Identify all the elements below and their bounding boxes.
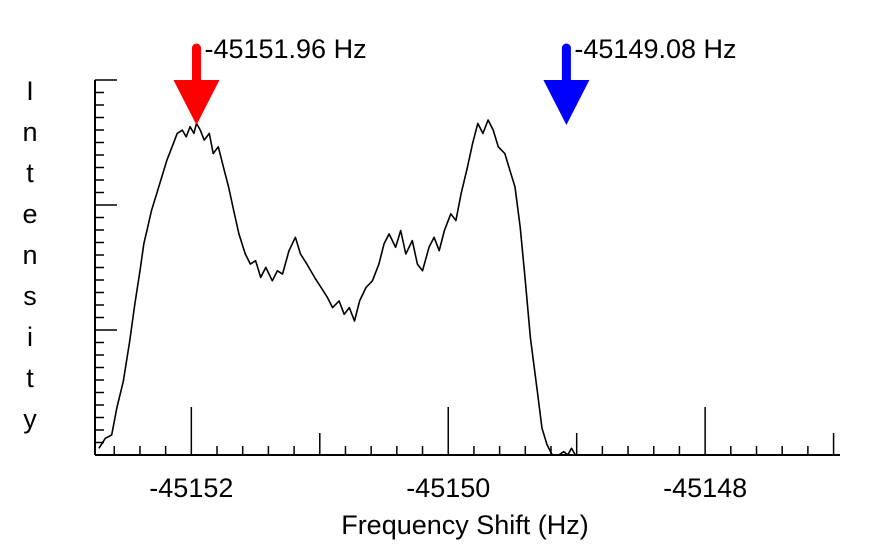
- y-axis-title-letter: n: [22, 117, 37, 147]
- peak-arrow-head: [543, 80, 590, 125]
- y-axis-title-letter: s: [23, 281, 37, 311]
- x-axis-title: Frequency Shift (Hz): [341, 510, 589, 540]
- x-tick-label: -45152: [149, 473, 233, 503]
- peak-annotations: -45151.96 Hz -45149.08 Hz: [173, 34, 737, 125]
- y-axis-title-letter: y: [23, 404, 37, 434]
- peak-arrow-head: [173, 80, 220, 125]
- y-ticks: [95, 79, 117, 456]
- series-group: [98, 119, 688, 456]
- x-ticks: [113, 407, 835, 455]
- x-tick-label: -45148: [663, 473, 747, 503]
- x-tick-labels: -45152 -45150 -45148: [149, 473, 747, 503]
- x-tick-label: -45150: [406, 473, 490, 503]
- y-axis-title-letter: t: [26, 158, 34, 188]
- y-axis-title-letter: e: [22, 199, 37, 229]
- y-axis-title-letter: t: [26, 363, 34, 393]
- y-axis-title-letter: i: [27, 322, 33, 352]
- y-axis-title-letter: n: [22, 240, 37, 270]
- peak-label: -45151.96 Hz: [204, 34, 366, 64]
- y-axis-title-letter: I: [26, 76, 34, 106]
- spectrum-line: [98, 119, 688, 456]
- peak-label: -45149.08 Hz: [574, 34, 736, 64]
